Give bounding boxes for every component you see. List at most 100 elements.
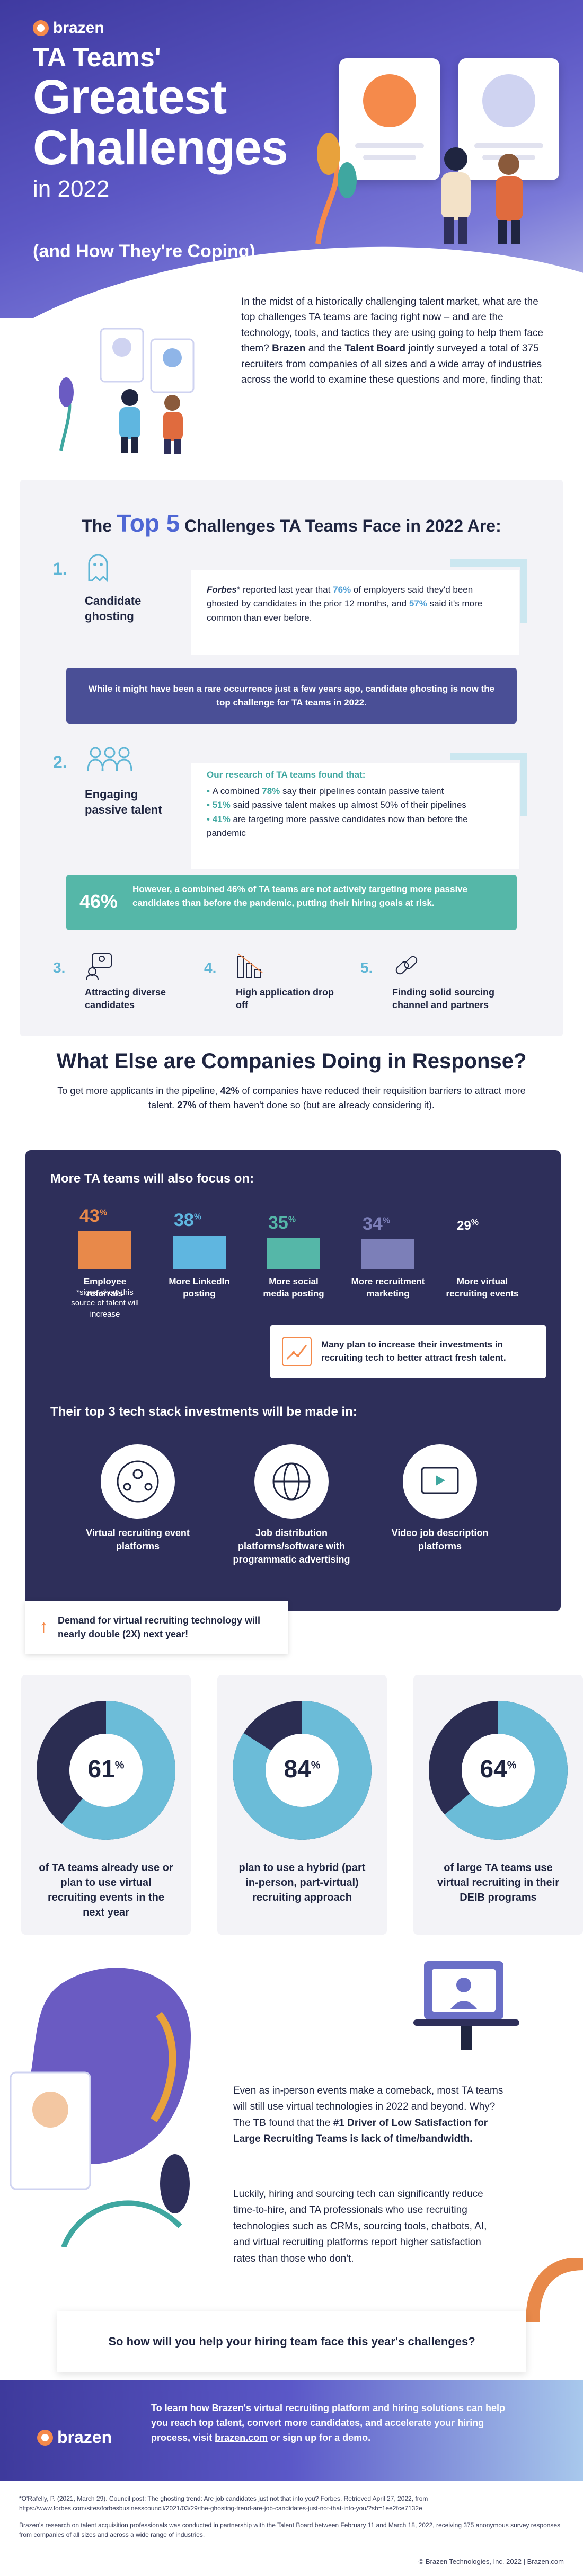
closing-question: So how will you help your hiring team fa… [57, 2311, 526, 2372]
citation-forbes: *O'Rafelly, P. (2021, March 29). Council… [19, 2495, 428, 2512]
tech-growth-icon [282, 1337, 312, 1366]
response-subtitle: To get more applicants in the pipeline, … [57, 1086, 526, 1110]
donut-center [266, 1734, 339, 1807]
tech-item-2-circle [254, 1444, 329, 1519]
hero-title-line3: in 2022 [33, 175, 110, 202]
response-title: What Else are Companies Doing in Respons… [56, 1049, 527, 1073]
brazen-logo-mark-icon [37, 2429, 53, 2446]
focus-bar-label: More LinkedIn posting [169, 1276, 230, 1299]
donut-value: 61% [87, 1755, 125, 1783]
copyright: © Brazen Technologies, Inc. 2022 | Braze… [418, 2557, 564, 2565]
demand-callout-text: Demand for virtual recruiting technology… [58, 1615, 261, 1639]
donut-value: 84% [284, 1755, 321, 1783]
challenge-2-banner-pct: 46% [80, 890, 118, 912]
challenge-3-number: 3. [53, 959, 66, 976]
focus-title: More TA teams will also focus on: [50, 1171, 254, 1186]
focus-bar-label: More recruitment marketing [351, 1276, 425, 1299]
footer-cta: To learn how Brazen's virtual recruiting… [151, 2403, 506, 2443]
laptop-illustration-icon [413, 1961, 519, 2050]
demand-callout: ↑ Demand for virtual recruiting technolo… [25, 1601, 288, 1654]
talent-board-link[interactable]: Talent Board [344, 343, 406, 355]
challenge-2-banner-text: However, a combined 46% of TA teams are … [132, 884, 468, 908]
illustration-profile-card-1 [339, 58, 440, 180]
orange-swoosh-icon [526, 2258, 583, 2322]
tech-item-2-label: Job distribution platforms/software with… [233, 1528, 350, 1565]
tech-title: Their top 3 tech stack investments will … [50, 1405, 357, 1419]
focus-bar-value: 29% [457, 1218, 479, 1233]
challenge-1-bracket-decoration [450, 559, 527, 623]
challenge-2-banner [66, 875, 517, 930]
tech-investment-tip-text: Many plan to increase their investments … [321, 1339, 506, 1363]
focus-bar-label: More virtual recruiting events [446, 1276, 519, 1299]
closing-paragraph-2: Luckily, hiring and sourcing tech can si… [233, 2189, 487, 2264]
hero-title: TA Teams' Greatest Challenges in 2022 [33, 43, 288, 201]
people-illustration-icon [315, 133, 523, 244]
challenge-5-number: 5. [360, 959, 373, 976]
list-item: 41% are targeting more passive candidate… [207, 813, 504, 841]
challenge-2-number: 2. [53, 753, 67, 772]
donut-label: of TA teams already use or plan to use v… [39, 1862, 173, 1918]
hero-title-line1: TA Teams' [33, 42, 161, 72]
ghost-icon [88, 554, 108, 583]
donut-chart [37, 1701, 175, 1840]
brazen-link[interactable]: Brazen [272, 343, 306, 355]
donut-chart [233, 1701, 372, 1840]
footer-brazen-logo[interactable]: brazen [37, 2428, 112, 2447]
tech-item-1-label: Virtual recruiting event platforms [86, 1528, 190, 1552]
tech-investment-tip: Many plan to increase their investments … [270, 1325, 546, 1378]
challenge-2-label: Engaging passive talent [85, 788, 162, 816]
donut-chart [429, 1701, 568, 1840]
drop-off-chart-icon [237, 953, 263, 978]
passive-talent-people-icon [87, 747, 132, 772]
donut-label: of large TA teams use virtual recruiting… [437, 1862, 560, 1903]
brazen-logo[interactable]: brazen [33, 19, 104, 37]
focus-bar [78, 1231, 131, 1269]
challenge-1-number: 1. [53, 559, 67, 578]
challenge-2-research-list: A combined 78% say their pipelines conta… [207, 784, 504, 840]
virtual-recruiting-illustration-icon [10, 1968, 191, 2247]
challenge-1-banner: While it might have been a rare occurren… [66, 668, 517, 724]
donut-label: plan to use a hybrid (part in-person, pa… [238, 1862, 366, 1903]
intro-paragraph: In the midst of a historically challengi… [241, 296, 543, 386]
donut-slice [429, 1701, 568, 1840]
challenge-1-quote: Forbes* reported last year that 76% of e… [207, 585, 483, 623]
chain-link-icon [395, 956, 418, 975]
donut-value: 64% [480, 1755, 517, 1783]
challenge-4-number: 4. [204, 959, 217, 976]
globe-icon [272, 1462, 311, 1501]
challenge-1-label: Candidate ghosting [85, 594, 142, 623]
citation-research: Brazen's research on talent acquisition … [19, 2521, 561, 2538]
arrow-up-icon: ↑ [39, 1617, 48, 1637]
footer-banner [0, 2380, 583, 2481]
brazen-logo-text: brazen [53, 19, 104, 37]
hero-title-line2b: Challenges [33, 121, 288, 175]
focus-bar-note: *signs show this source of talent will i… [71, 1288, 139, 1319]
focus-bar-value: 34% [363, 1214, 391, 1234]
list-item: A combined 78% say their pipelines conta… [207, 784, 504, 798]
challenge-2-bracket-decoration [450, 753, 527, 816]
focus-bar [267, 1238, 320, 1269]
challenge-5-label: Finding solid sourcing channel and partn… [392, 987, 494, 1011]
hero-banner: brazen TA Teams' Greatest Challenges in … [0, 0, 583, 318]
focus-bar [173, 1236, 226, 1269]
hero-subtitle: (and How They're Coping) [33, 241, 255, 261]
tech-item-1-circle [101, 1444, 175, 1519]
donut-slice [37, 1701, 175, 1840]
donut-center [462, 1734, 535, 1807]
donut-center [69, 1734, 143, 1807]
focus-bar-label: Employee referrals [83, 1276, 127, 1299]
closing-paragraph-1: Even as in-person events make a comeback… [233, 2085, 504, 2145]
brazen-com-link[interactable]: brazen.com [215, 2432, 268, 2443]
challenge-4-label: High application drop off [236, 987, 334, 1011]
list-item: 51% said passive talent makes up almost … [207, 798, 504, 812]
avatar-illustration-icon [482, 74, 535, 127]
donut-slice [233, 1701, 372, 1840]
challenge-1-quote-box [191, 570, 519, 655]
focus-bar-value: 38% [174, 1210, 202, 1230]
tech-item-3-label: Video job description platforms [391, 1528, 489, 1552]
diverse-candidates-icon [86, 953, 112, 981]
video-player-icon [421, 1467, 459, 1494]
focus-bar-value: 43% [80, 1206, 108, 1226]
top5-title: The Top 5 Challenges TA Teams Face in 20… [82, 509, 501, 537]
focus-bar-label: More social media posting [263, 1276, 324, 1299]
